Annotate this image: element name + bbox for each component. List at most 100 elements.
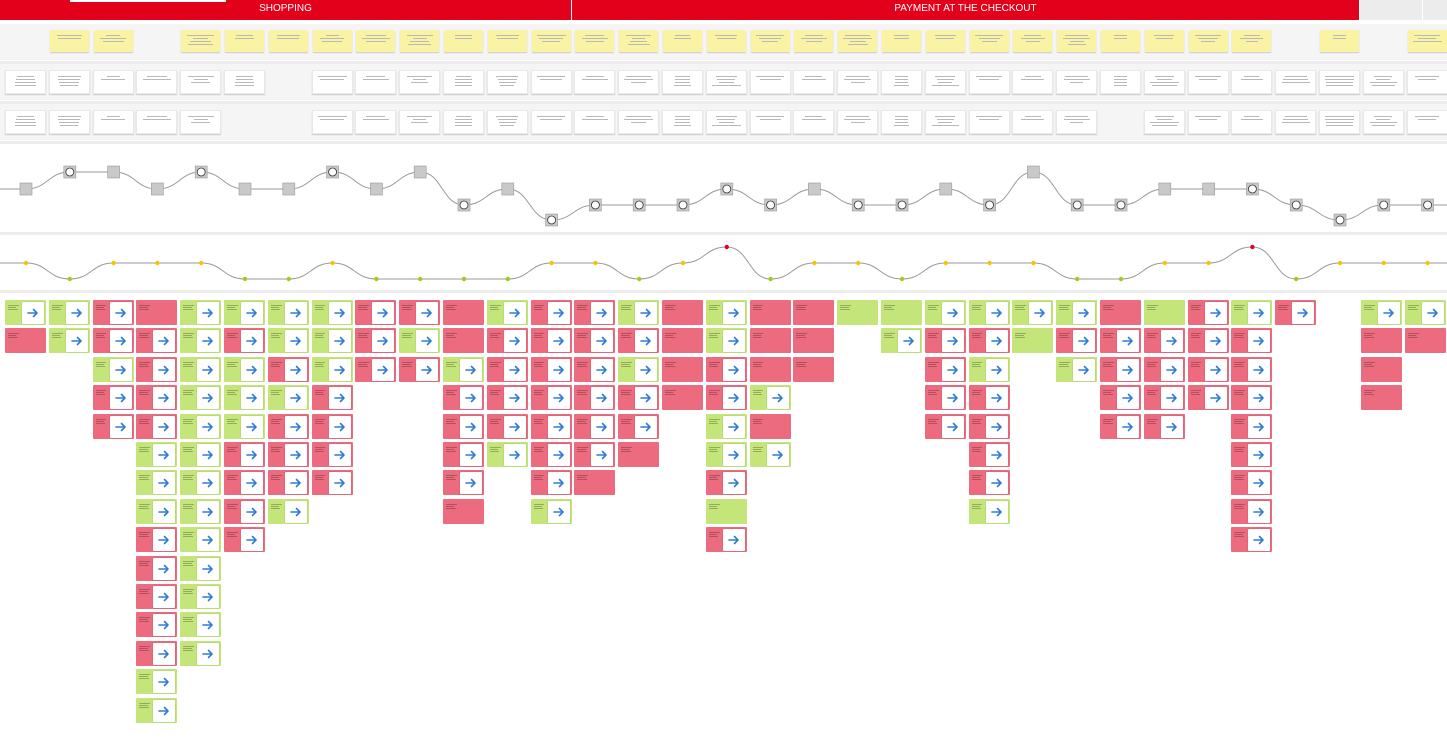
negative-card[interactable]: [355, 328, 397, 354]
yellow-sticky-note[interactable]: [1101, 30, 1140, 52]
negative-card[interactable]: [1231, 442, 1273, 467]
link-button[interactable]: [1073, 358, 1096, 381]
negative-card[interactable]: [355, 356, 397, 382]
yellow-sticky-note[interactable]: [619, 30, 659, 52]
yellow-sticky-note[interactable]: [1013, 30, 1053, 52]
link-button[interactable]: [898, 330, 920, 353]
white-sticky-note[interactable]: [662, 70, 703, 94]
link-button[interactable]: [1248, 444, 1271, 466]
link-button[interactable]: [416, 358, 439, 381]
negative-card[interactable]: [1100, 385, 1141, 411]
white-sticky-note[interactable]: [355, 70, 397, 94]
white-sticky-note[interactable]: [311, 110, 353, 134]
link-button[interactable]: [241, 529, 263, 552]
negative-card[interactable]: [311, 385, 353, 411]
link-button[interactable]: [1117, 415, 1139, 438]
negative-card[interactable]: [574, 470, 616, 496]
link-button[interactable]: [241, 330, 263, 353]
link-button[interactable]: [503, 387, 526, 410]
negative-card[interactable]: [136, 612, 178, 638]
negative-card[interactable]: [136, 555, 178, 581]
negative-card[interactable]: [1143, 328, 1185, 354]
negative-card[interactable]: [443, 413, 484, 439]
negative-card[interactable]: [1231, 498, 1273, 524]
link-button[interactable]: [1204, 330, 1227, 353]
negative-card[interactable]: [968, 328, 1010, 354]
link-button[interactable]: [547, 415, 570, 438]
negative-card[interactable]: [749, 300, 791, 325]
negative-card[interactable]: [224, 328, 265, 354]
white-sticky-note[interactable]: [662, 110, 703, 134]
white-sticky-note[interactable]: [486, 70, 528, 94]
positive-card[interactable]: [180, 527, 222, 553]
positive-card[interactable]: [1012, 300, 1054, 325]
negative-card[interactable]: [224, 442, 265, 467]
negative-card[interactable]: [924, 328, 966, 354]
yellow-sticky-note[interactable]: [663, 30, 702, 52]
link-button[interactable]: [591, 358, 614, 381]
link-button[interactable]: [197, 500, 220, 523]
link-button[interactable]: [722, 330, 745, 353]
white-sticky-note[interactable]: [1319, 70, 1360, 94]
negative-card[interactable]: [486, 385, 528, 411]
negative-card[interactable]: [1231, 527, 1273, 553]
negative-card[interactable]: [136, 328, 178, 354]
link-button[interactable]: [1248, 529, 1271, 552]
white-sticky-note[interactable]: [1100, 70, 1141, 94]
link-button[interactable]: [1248, 387, 1271, 410]
positive-card[interactable]: [486, 300, 528, 325]
link-button[interactable]: [766, 387, 789, 410]
white-sticky-note[interactable]: [180, 110, 222, 134]
negative-card[interactable]: [530, 470, 572, 496]
link-button[interactable]: [591, 330, 614, 353]
link-button[interactable]: [985, 302, 1008, 324]
negative-card[interactable]: [968, 413, 1010, 439]
positive-card[interactable]: [705, 300, 747, 325]
yellow-sticky-note[interactable]: [1232, 30, 1272, 52]
white-sticky-note[interactable]: [180, 70, 222, 94]
link-button[interactable]: [197, 472, 220, 495]
negative-card[interactable]: [224, 470, 265, 496]
link-button[interactable]: [328, 415, 351, 438]
positive-card[interactable]: [399, 328, 441, 354]
link-button[interactable]: [1117, 387, 1139, 410]
negative-card[interactable]: [443, 498, 484, 524]
link-button[interactable]: [460, 472, 482, 495]
positive-card[interactable]: [618, 300, 660, 325]
negative-card[interactable]: [749, 413, 791, 439]
positive-card[interactable]: [180, 498, 222, 524]
white-sticky-note[interactable]: [92, 110, 134, 134]
link-button[interactable]: [941, 387, 964, 410]
link-button[interactable]: [197, 330, 220, 353]
link-button[interactable]: [985, 472, 1008, 495]
negative-card[interactable]: [92, 300, 134, 325]
link-button[interactable]: [416, 302, 439, 324]
link-button[interactable]: [503, 358, 526, 381]
negative-card[interactable]: [618, 442, 660, 467]
negative-card[interactable]: [705, 356, 747, 382]
link-button[interactable]: [591, 302, 614, 324]
positive-card[interactable]: [267, 498, 309, 524]
negative-card[interactable]: [1187, 328, 1229, 354]
link-button[interactable]: [1248, 302, 1271, 324]
link-button[interactable]: [941, 415, 964, 438]
white-sticky-note[interactable]: [224, 70, 265, 94]
white-sticky-note[interactable]: [136, 110, 178, 134]
link-button[interactable]: [635, 358, 658, 381]
yellow-sticky-note[interactable]: [487, 30, 527, 52]
white-sticky-note[interactable]: [443, 110, 484, 134]
link-button[interactable]: [985, 444, 1008, 466]
link-button[interactable]: [503, 444, 526, 466]
negative-card[interactable]: [1143, 356, 1185, 382]
white-sticky-note[interactable]: [1406, 110, 1447, 134]
negative-card[interactable]: [574, 442, 616, 467]
positive-card[interactable]: [881, 328, 922, 354]
negative-card[interactable]: [1231, 413, 1273, 439]
negative-card[interactable]: [311, 442, 353, 467]
link-button[interactable]: [328, 387, 351, 410]
yellow-sticky-note[interactable]: [838, 30, 878, 52]
link-button[interactable]: [109, 358, 132, 381]
negative-card[interactable]: [136, 356, 178, 382]
white-sticky-note[interactable]: [1187, 110, 1229, 134]
negative-card[interactable]: [136, 584, 178, 609]
